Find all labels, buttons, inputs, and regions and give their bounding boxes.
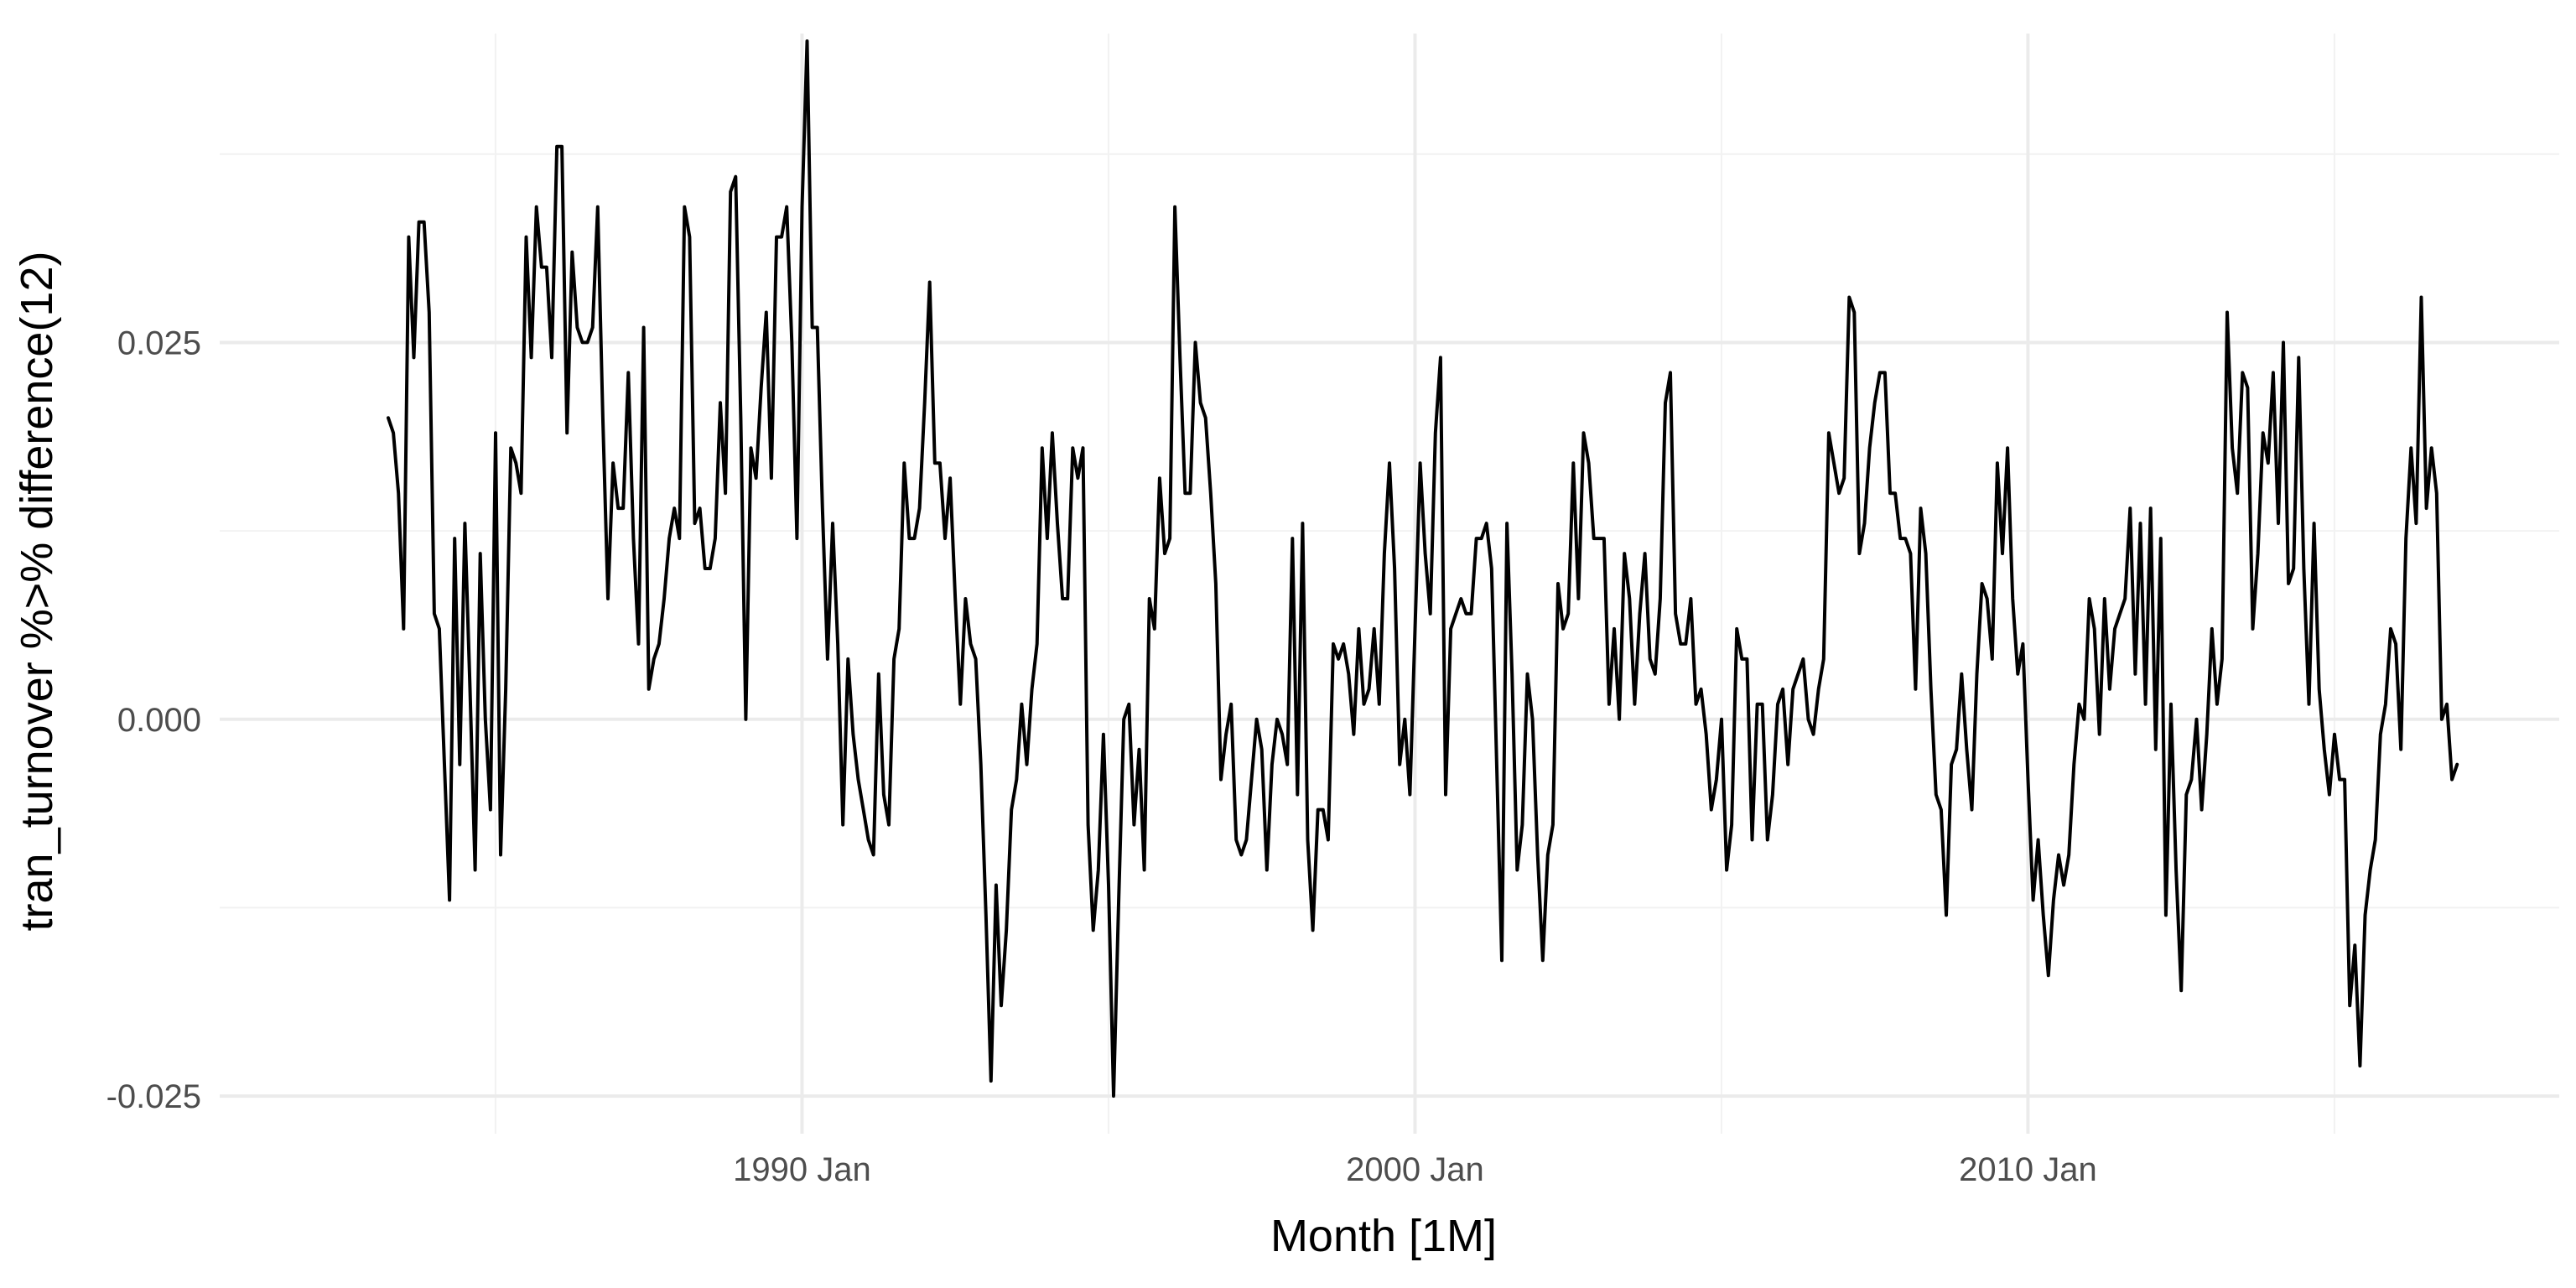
y-axis-title: tran_turnover %>% difference(12) <box>12 252 62 932</box>
x-tick-label: 1990 Jan <box>733 1151 871 1188</box>
x-axis-tick-labels: 1990 Jan 2000 Jan 2010 Jan <box>733 1151 2097 1188</box>
y-tick-label: 0.000 <box>117 702 201 739</box>
y-axis-tick-labels: -0.025 0.000 0.025 <box>106 325 201 1115</box>
y-tick-label: 0.025 <box>117 325 201 361</box>
x-tick-label: 2000 Jan <box>1346 1151 1484 1188</box>
y-tick-label: -0.025 <box>106 1078 201 1115</box>
x-tick-label: 2010 Jan <box>1959 1151 2097 1188</box>
x-axis-title: Month [1M] <box>1270 1211 1497 1261</box>
series-line <box>387 39 2459 1098</box>
